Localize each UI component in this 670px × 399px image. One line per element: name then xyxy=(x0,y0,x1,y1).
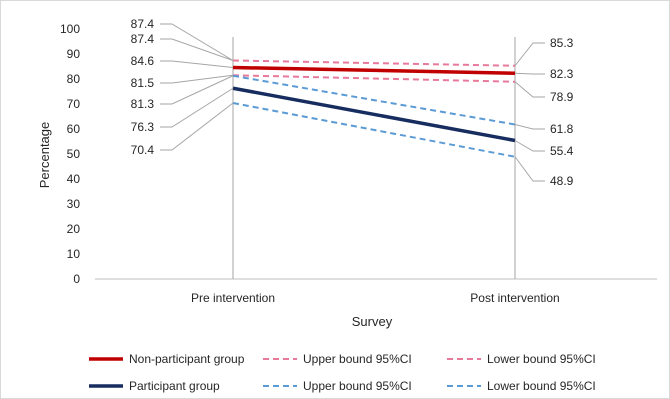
x-tick-label: Pre intervention xyxy=(191,291,275,305)
data-label: 61.8 xyxy=(550,122,574,136)
series-line xyxy=(232,59,516,67)
leader-line xyxy=(514,156,545,182)
data-label: 87.4 xyxy=(131,32,155,46)
y-tick-label: 50 xyxy=(67,147,81,161)
data-label: 70.4 xyxy=(131,143,155,157)
data-labels: 87.487.4 84.6 81.5 81.3 76.3 70.4 85.3 82.3 78.9… xyxy=(131,17,574,188)
leader-line xyxy=(160,60,234,68)
legend-label: Participant group xyxy=(129,379,220,393)
y-tick-label: 60 xyxy=(67,122,81,136)
series-line xyxy=(232,65,516,75)
data-label: 87.4 xyxy=(131,17,155,31)
data-label: 76.3 xyxy=(131,120,155,134)
y-tick-label: 100 xyxy=(60,22,80,36)
legend-label: Non-participant group xyxy=(129,352,245,366)
axes: Percentage Survey xyxy=(37,122,393,329)
legend-label: Lower bound 95%CI xyxy=(487,379,596,393)
series-line xyxy=(232,74,516,83)
x-tick-labels: Pre intervention Post intervention xyxy=(191,291,560,305)
legend-label: Upper bound 95%CI xyxy=(303,352,412,366)
data-label: 85.3 xyxy=(550,36,574,50)
leader-line xyxy=(160,38,234,61)
y-tick-label: 30 xyxy=(67,197,81,211)
leader-line xyxy=(514,81,545,98)
data-label: 78.9 xyxy=(550,90,574,104)
data-label: 82.3 xyxy=(550,67,574,81)
data-label: 81.5 xyxy=(131,76,155,90)
series-line xyxy=(232,102,516,158)
y-tick-label: 20 xyxy=(67,222,81,236)
label-leader-lines xyxy=(160,23,545,182)
data-label: 84.6 xyxy=(131,54,155,68)
x-tick-label: Post intervention xyxy=(470,291,559,305)
leader-line xyxy=(514,42,545,67)
legend: Non-participant group Upper bound 95%CI Lo… xyxy=(89,352,596,393)
leader-line xyxy=(160,74,234,84)
leader-line xyxy=(514,140,545,152)
y-tick-label: 0 xyxy=(73,272,80,286)
y-tick-label: 40 xyxy=(67,172,81,186)
drop-lines xyxy=(95,37,657,280)
y-axis-title: Percentage xyxy=(37,122,52,189)
y-tick-label: 10 xyxy=(67,247,81,261)
y-tick-labels: 0 10 20 30 40 50 60 70 80 90 100 xyxy=(60,22,80,286)
data-label: 81.3 xyxy=(131,97,155,111)
legend-label: Upper bound 95%CI xyxy=(303,379,412,393)
x-axis-title: Survey xyxy=(352,314,393,329)
series-line xyxy=(232,74,516,126)
y-tick-label: 80 xyxy=(67,72,81,86)
data-label: 55.4 xyxy=(550,144,574,158)
leader-line xyxy=(514,72,545,75)
leader-line xyxy=(160,102,234,151)
y-tick-label: 70 xyxy=(67,97,81,111)
y-tick-label: 90 xyxy=(67,47,81,61)
leader-line xyxy=(160,23,234,61)
leader-line xyxy=(514,124,545,130)
data-label: 48.9 xyxy=(550,174,574,188)
leader-line xyxy=(160,75,234,105)
series-line xyxy=(232,86,516,143)
leader-line xyxy=(160,87,234,128)
legend-label: Lower bound 95%CI xyxy=(487,352,596,366)
series-lines xyxy=(232,59,516,158)
